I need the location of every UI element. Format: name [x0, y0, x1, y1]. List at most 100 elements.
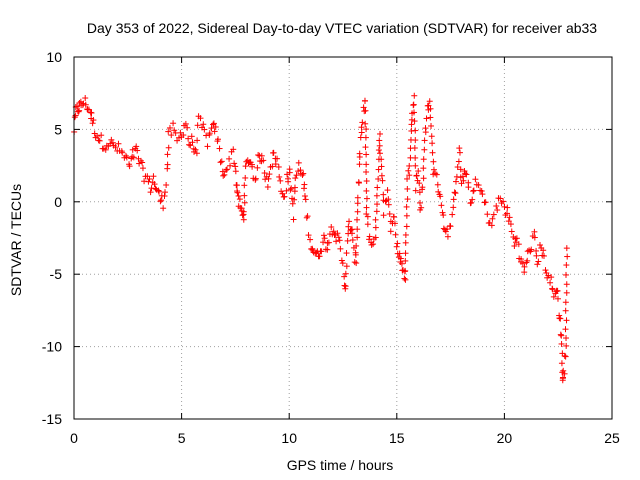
data-point — [112, 144, 119, 151]
data-point — [352, 251, 359, 258]
data-point — [275, 163, 282, 170]
data-point — [302, 196, 309, 203]
data-point — [558, 360, 565, 367]
data-point — [557, 315, 564, 322]
data-point — [411, 92, 418, 99]
data-point — [264, 184, 271, 191]
data-point — [364, 221, 371, 228]
data-point — [452, 190, 459, 197]
data-point — [363, 204, 370, 211]
data-point — [337, 245, 344, 252]
data-point — [563, 245, 570, 252]
data-point — [165, 144, 172, 151]
data-point — [342, 283, 349, 290]
data-point — [559, 375, 566, 382]
y-tick-label: -15 — [42, 411, 62, 427]
data-point — [157, 198, 164, 205]
data-point — [158, 197, 165, 204]
data-point — [206, 130, 213, 137]
data-point — [88, 109, 95, 116]
data-point — [422, 125, 429, 132]
data-point — [378, 163, 385, 170]
data-point — [232, 163, 239, 170]
data-point — [358, 124, 365, 131]
data-point — [269, 163, 276, 170]
data-point — [226, 155, 233, 162]
data-point — [372, 234, 379, 241]
data-point — [239, 212, 246, 219]
data-point — [210, 120, 217, 127]
data-point — [231, 160, 238, 167]
data-point — [261, 170, 268, 177]
data-point — [330, 228, 337, 235]
data-point — [457, 166, 464, 173]
data-point — [194, 137, 201, 144]
data-point — [376, 137, 383, 144]
data-point — [370, 241, 377, 248]
data-point — [286, 169, 293, 176]
data-point — [217, 159, 224, 166]
data-point — [254, 164, 261, 171]
data-point — [346, 218, 353, 225]
data-point — [504, 210, 511, 217]
data-point — [521, 263, 528, 270]
data-point — [411, 145, 418, 152]
data-point — [320, 232, 327, 239]
data-point — [354, 194, 361, 201]
data-point — [258, 152, 265, 159]
data-point — [74, 103, 81, 110]
data-point — [291, 184, 298, 191]
data-point — [168, 132, 175, 139]
data-point — [460, 177, 467, 184]
data-point — [295, 159, 302, 166]
data-point — [469, 196, 476, 203]
data-point — [392, 231, 399, 238]
data-point — [193, 150, 200, 157]
data-point — [313, 249, 320, 256]
data-point — [404, 196, 411, 203]
data-point — [274, 155, 281, 162]
data-point — [129, 146, 136, 153]
data-point — [223, 167, 230, 174]
data-point — [358, 129, 365, 136]
data-point — [531, 228, 538, 235]
data-point — [236, 196, 243, 203]
data-point — [533, 252, 540, 259]
data-point — [363, 187, 370, 194]
data-point — [561, 352, 568, 359]
data-point — [412, 127, 419, 134]
data-point — [537, 242, 544, 249]
data-point — [364, 213, 371, 220]
data-point — [305, 232, 312, 239]
data-point — [418, 204, 425, 211]
data-point — [500, 198, 507, 205]
data-point — [554, 295, 561, 302]
x-tick-label: 10 — [281, 430, 297, 446]
data-point — [411, 118, 418, 125]
data-point — [351, 259, 358, 266]
data-point — [291, 196, 298, 203]
data-point — [413, 172, 420, 179]
data-point — [368, 241, 375, 248]
data-point — [184, 124, 191, 131]
data-point — [497, 195, 504, 202]
data-point — [430, 166, 437, 173]
data-point — [421, 146, 428, 153]
data-point — [164, 161, 171, 168]
data-point — [287, 186, 294, 193]
data-point — [354, 208, 361, 215]
data-point — [535, 258, 542, 265]
data-point — [212, 123, 219, 130]
data-point — [230, 146, 237, 153]
data-point — [562, 299, 569, 306]
data-point — [220, 172, 227, 179]
data-point — [428, 122, 435, 129]
data-point — [354, 216, 361, 223]
data-point — [98, 132, 105, 139]
y-tick-label: -5 — [50, 266, 63, 282]
data-point — [554, 287, 561, 294]
x-tick-label: 20 — [497, 430, 513, 446]
data-point — [433, 171, 440, 178]
data-point — [451, 189, 458, 196]
